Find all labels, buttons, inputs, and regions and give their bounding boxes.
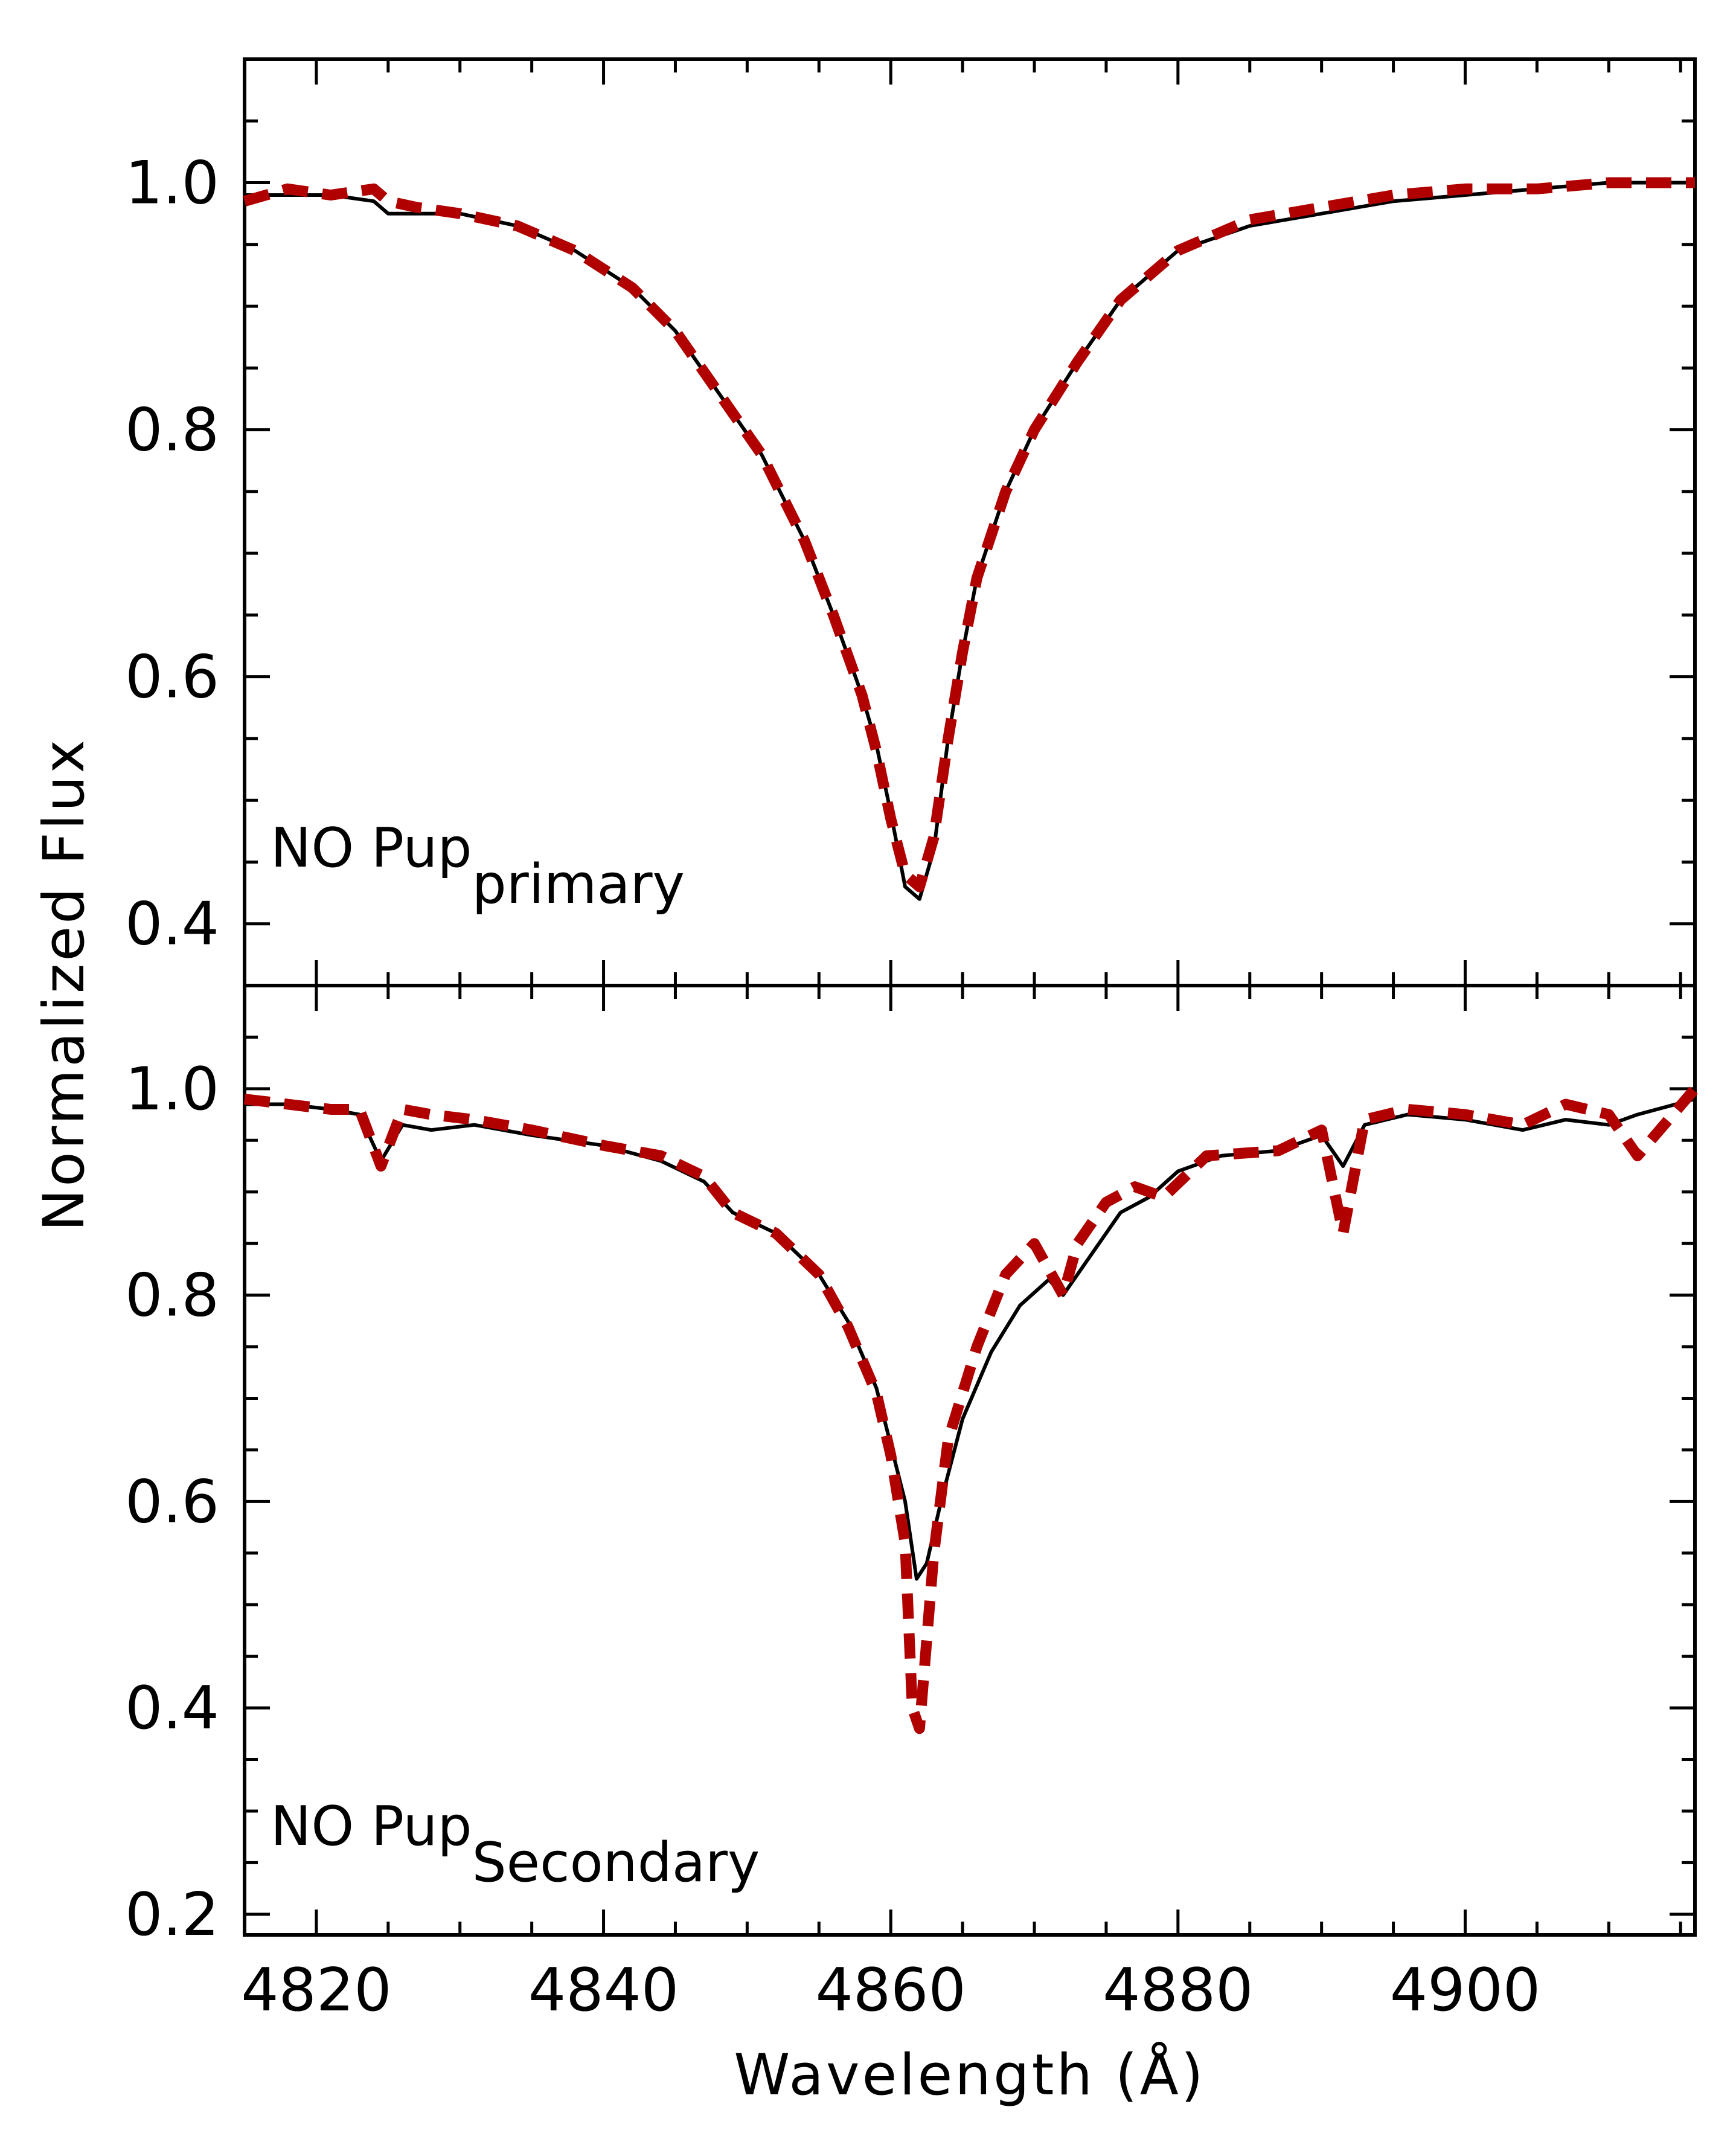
top-panel-series <box>243 177 1695 901</box>
bottom-panel-series <box>243 1085 1699 1734</box>
x-axis-title: Wavelength (Å) <box>734 2041 1205 2108</box>
x-tick-label: 4880 <box>1103 1956 1253 2025</box>
y-tick-label: 0.6 <box>125 1467 219 1536</box>
y-tick-label: 0.8 <box>125 1262 219 1330</box>
top-panel: 0.4 0.6 0.8 1.0 NO Pupprimary <box>125 57 1697 987</box>
bottom-panel-ticks: 4820 4840 4860 4880 4900 0.2 0.4 0.6 0.8 1.0 <box>125 984 1695 2025</box>
bottom-model-line <box>243 1085 1699 1734</box>
x-tick-label: 4900 <box>1390 1956 1540 2025</box>
bottom-panel: 4820 4840 4860 4880 4900 0.2 0.4 0.6 0.8 1.0 NO P… <box>125 984 1699 2025</box>
x-tick-label: 4860 <box>815 1956 966 2025</box>
top-observed-line <box>245 181 1695 901</box>
top-model-line <box>243 177 1695 893</box>
top-panel-label-sub: primary <box>472 853 685 916</box>
y-tick-label: 0.8 <box>125 396 219 465</box>
top-panel-ticks: 0.4 0.6 0.8 1.0 <box>125 57 1695 987</box>
y-tick-label: 1.0 <box>125 1055 219 1124</box>
x-tick-label: 4840 <box>528 1956 679 2025</box>
y-tick-label: 0.6 <box>125 643 219 712</box>
y-tick-label: 1.0 <box>125 149 219 218</box>
y-axis-title: Normalized Flux <box>31 737 97 1231</box>
y-tick-label: 0.4 <box>125 890 219 959</box>
x-tick-label: 4820 <box>241 1956 391 2025</box>
bottom-panel-frame <box>243 984 1697 1937</box>
top-panel-label-main: NO Pup <box>271 816 472 880</box>
top-panel-label: NO Pupprimary <box>271 816 685 916</box>
bottom-observed-line <box>245 1097 1696 1581</box>
y-tick-label: 0.2 <box>125 1881 219 1949</box>
bottom-panel-label: NO PupSecondary <box>271 1795 760 1894</box>
bottom-panel-label-main: NO Pup <box>271 1795 472 1858</box>
bottom-panel-label-sub: Secondary <box>472 1831 760 1894</box>
y-tick-label: 0.4 <box>125 1674 219 1743</box>
